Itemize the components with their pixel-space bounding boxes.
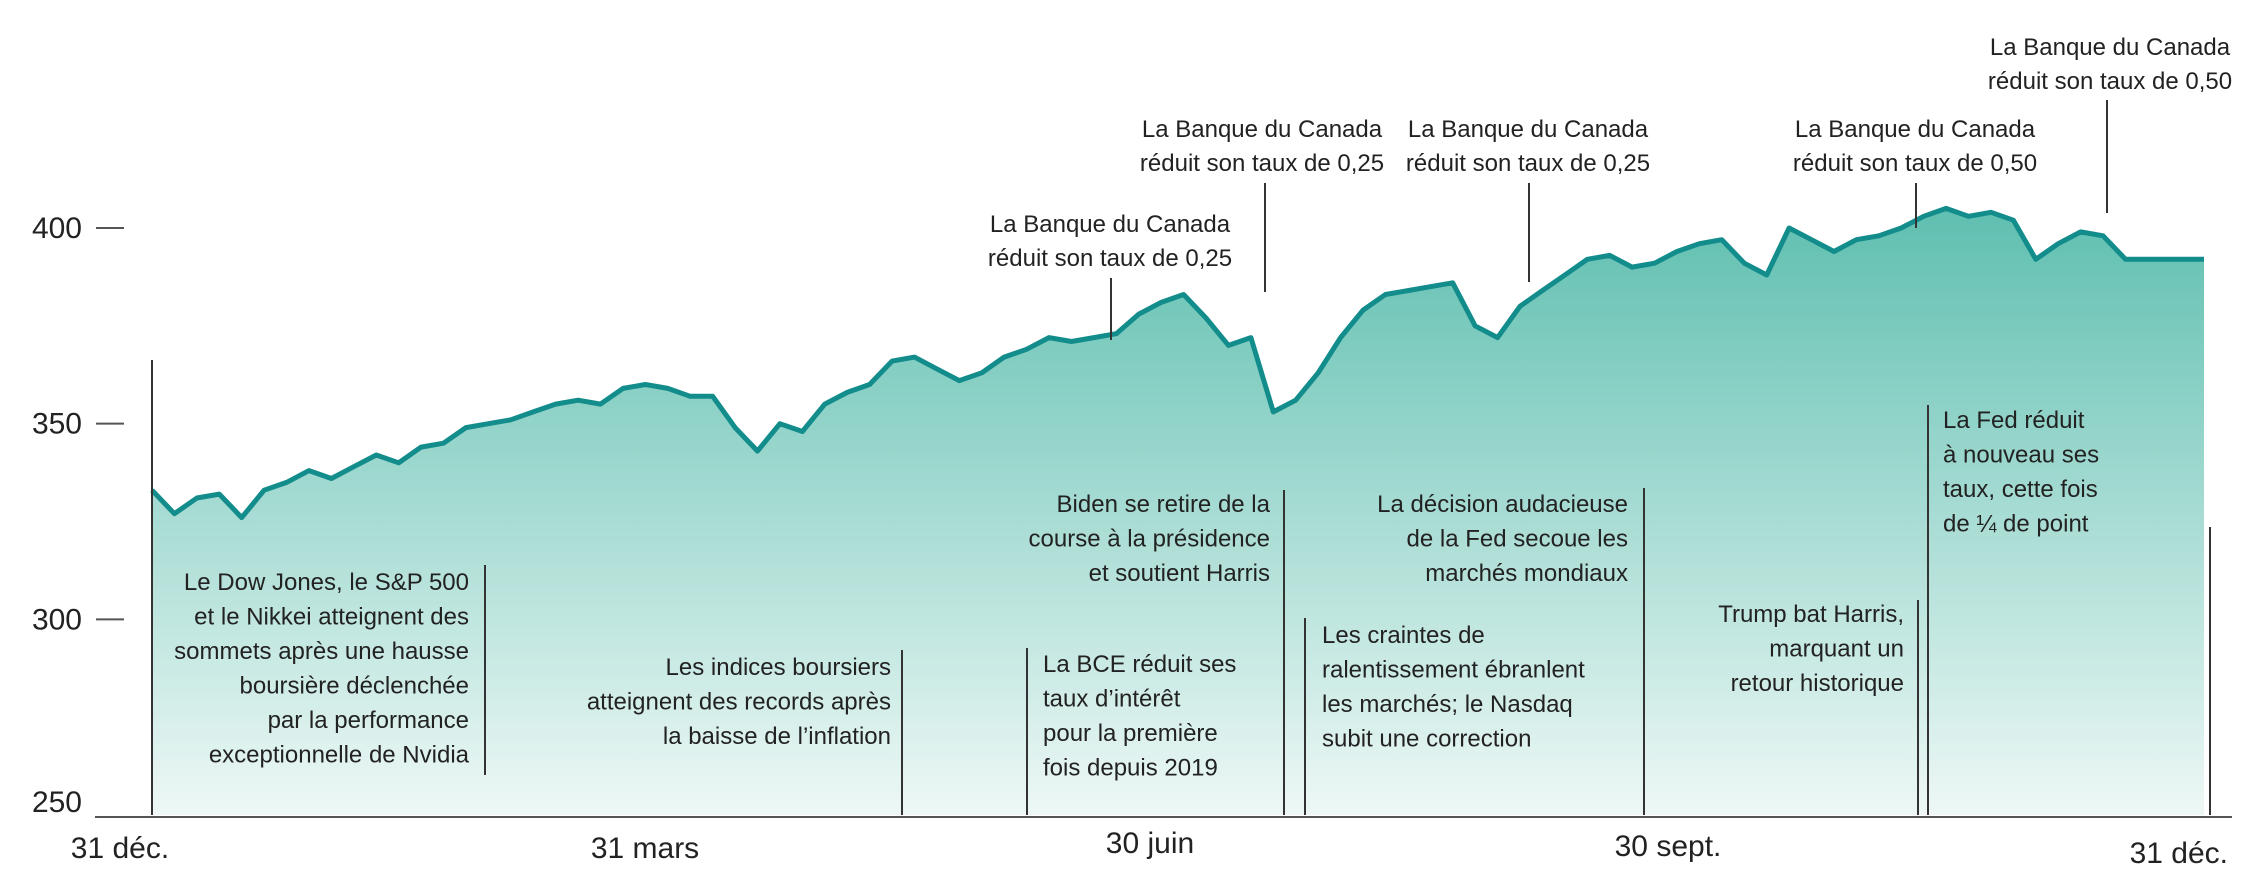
annotation-text: réduit son taux de 0,50: [1793, 150, 2037, 177]
annotation-text: La Banque du Canada: [1142, 116, 1383, 143]
event-text: à nouveau ses: [1943, 442, 2099, 469]
event-text: Le Dow Jones, le S&P 500: [184, 569, 469, 596]
y-tick-label: 300: [32, 603, 82, 636]
annotation-text: La Banque du Canada: [1408, 116, 1649, 143]
annotation-text: La Banque du Canada: [990, 211, 1231, 238]
event-text: Les craintes de: [1322, 622, 1485, 649]
y-tick-label: 250: [32, 786, 82, 819]
event-text: Trump bat Harris,: [1718, 601, 1904, 628]
event-text: taux d’intérêt: [1043, 686, 1181, 713]
event-text: et le Nikkei atteignent des: [194, 604, 469, 631]
event-text: la baisse de l’inflation: [663, 723, 891, 750]
event-text: La décision audacieuse: [1377, 491, 1628, 518]
event-text: atteignent des records après: [587, 689, 891, 716]
event-text: de la Fed secoue les: [1407, 526, 1628, 553]
event-text: taux, cette fois: [1943, 476, 2098, 503]
event-text: sommets après une hausse: [174, 638, 469, 665]
event-text: marquant un: [1769, 636, 1904, 663]
x-tick-label: 30 sept.: [1615, 830, 1722, 863]
x-tick-label: 31 déc.: [71, 832, 169, 865]
event-text: et soutient Harris: [1089, 560, 1270, 587]
annotation-text: réduit son taux de 0,25: [1140, 150, 1384, 177]
event-text: Biden se retire de la: [1057, 491, 1271, 518]
y-tick-label: 400: [32, 212, 82, 245]
event-text: exceptionnelle de Nvidia: [209, 742, 470, 769]
event-text: de ¼ de point: [1943, 511, 2089, 538]
event-text: course à la présidence: [1029, 526, 1270, 553]
x-tick-label: 31 mars: [591, 832, 699, 865]
event-text: marchés mondiaux: [1425, 560, 1628, 587]
annotation-text: réduit son taux de 0,25: [1406, 150, 1650, 177]
annotation-text: réduit son taux de 0,25: [988, 245, 1232, 272]
x-tick-label: 31 déc.: [2130, 837, 2228, 870]
annotation-text: réduit son taux de 0,50: [1988, 68, 2232, 95]
event-text: boursière déclenchée: [240, 673, 470, 700]
event-text: La Fed réduit: [1943, 407, 2085, 434]
event-text: La BCE réduit ses: [1043, 651, 1236, 678]
event-text: ralentissement ébranlent: [1322, 657, 1585, 684]
event-text: par la performance: [268, 707, 469, 734]
event-text: pour la première: [1043, 720, 1218, 747]
event-text: subit une correction: [1322, 726, 1531, 753]
event-text: les marchés; le Nasdaq: [1322, 691, 1573, 718]
annotation-text: La Banque du Canada: [1990, 34, 2231, 61]
annotation-text: La Banque du Canada: [1795, 116, 2036, 143]
event-text: retour historique: [1731, 670, 1904, 697]
area-fill: [152, 208, 2204, 815]
y-tick-label: 350: [32, 408, 82, 441]
event-text: fois depuis 2019: [1043, 755, 1218, 782]
x-tick-label: 30 juin: [1106, 827, 1194, 860]
event-text: Les indices boursiers: [666, 654, 891, 681]
series-line: [150, 205, 2204, 521]
